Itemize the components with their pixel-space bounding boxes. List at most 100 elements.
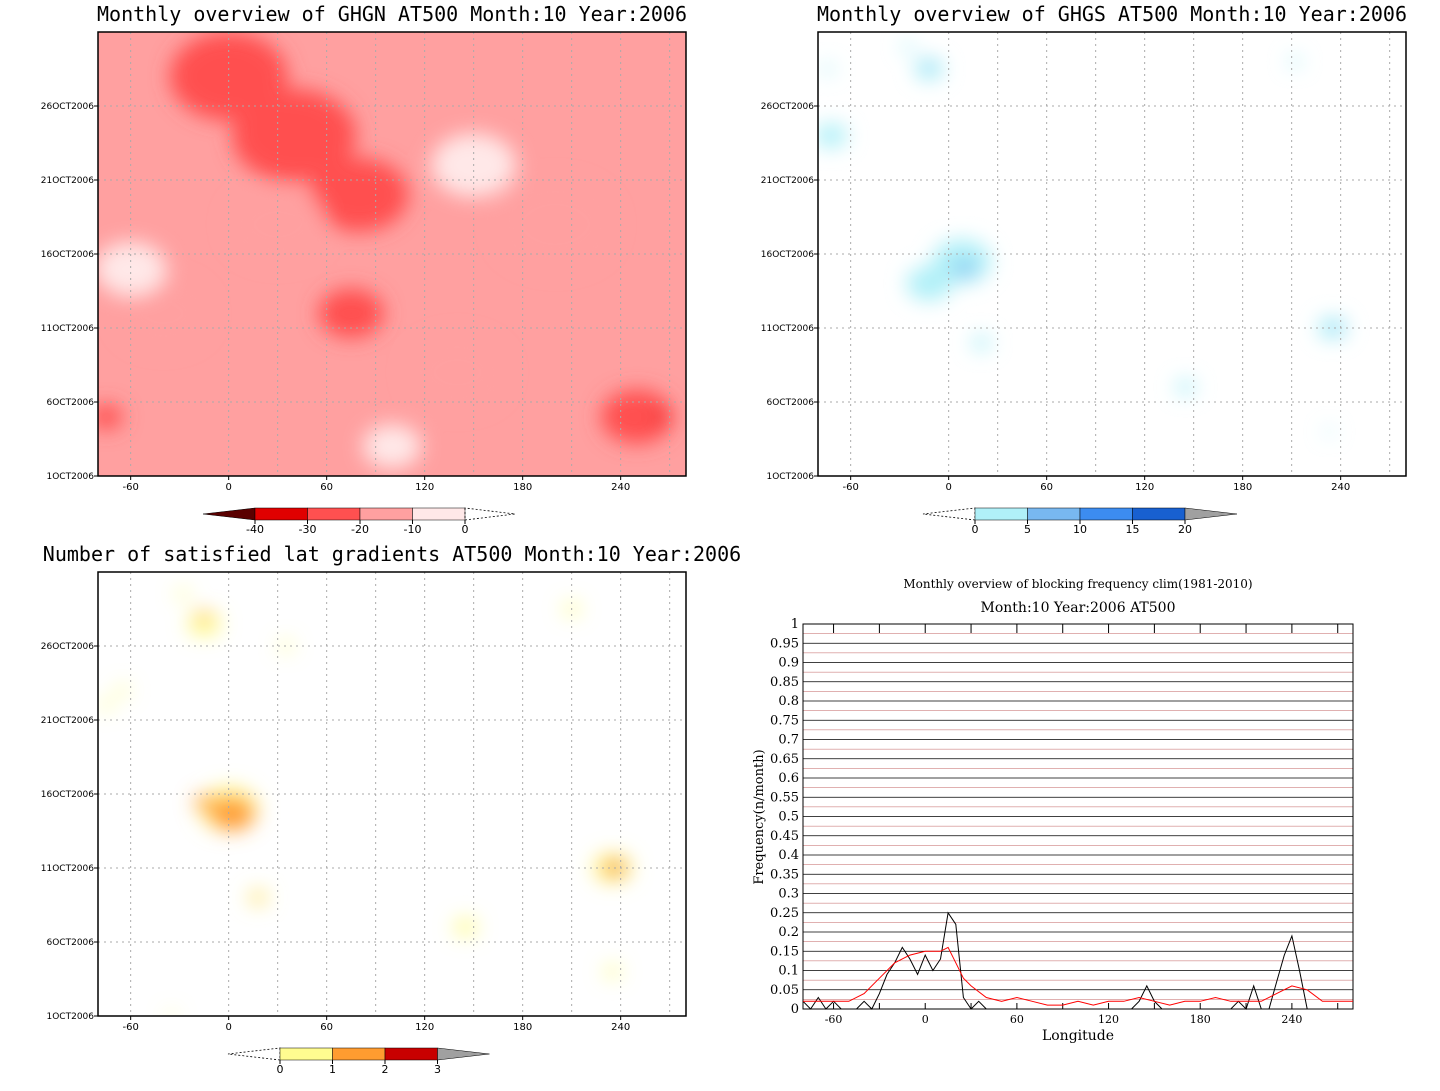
field-blob xyxy=(496,180,615,269)
y-tick-label: 1 xyxy=(791,617,799,632)
x-tick-label: 0 xyxy=(945,482,951,493)
field-blob xyxy=(901,41,915,52)
panel-blocking-grid xyxy=(803,623,1353,1010)
colorbar-label: 2 xyxy=(382,1063,389,1076)
field-blob xyxy=(932,239,992,284)
x-tick-label: 60 xyxy=(1010,1013,1024,1026)
y-tick-label: 1OCT2006 xyxy=(47,472,95,482)
field-blob xyxy=(231,89,357,183)
x-tick-label: 60 xyxy=(1040,482,1053,493)
y-tick-label: 6OCT2006 xyxy=(767,398,815,408)
y-tick-label: 0 xyxy=(791,1002,799,1017)
colorbar-segment xyxy=(384,1047,438,1061)
panel-blocking-lines xyxy=(802,911,1353,1010)
field-blob xyxy=(821,64,835,74)
colorbar-label: -10 xyxy=(404,523,422,536)
field-blob xyxy=(310,158,409,232)
series-line xyxy=(803,946,1353,1006)
x-tick-label: 240 xyxy=(1331,482,1350,493)
x-tick-label: 0 xyxy=(922,1013,929,1026)
panel-lat-gradients-title: Number of satisfied lat gradients AT500 … xyxy=(43,542,741,566)
field-blob xyxy=(115,685,130,696)
colorbar-label: 5 xyxy=(1024,523,1031,536)
y-tick-label: 1OCT2006 xyxy=(47,1012,95,1022)
y-tick-label: 21OCT2006 xyxy=(41,716,94,726)
panel-ghgs-axes: -60 0 60 120 180 240 1OCT2006 6OCT2006 11OCT2006… xyxy=(761,102,1350,493)
colorbar-segment xyxy=(1027,507,1081,521)
field-blob xyxy=(1175,379,1196,395)
y-tick-label: 16OCT2006 xyxy=(761,250,814,260)
colorbar-label: 0 xyxy=(462,523,469,536)
field-blob xyxy=(955,261,975,277)
x-tick-label: 0 xyxy=(225,482,231,493)
panel-blocking-subtitle: Month:10 Year:2006 AT500 xyxy=(981,600,1176,616)
y-tick-label: 26OCT2006 xyxy=(41,642,94,652)
y-tick-label: 11OCT2006 xyxy=(41,864,94,874)
y-tick-label: 0.75 xyxy=(770,713,799,728)
y-tick-label: 21OCT2006 xyxy=(41,176,94,186)
panel-ghgs-grid xyxy=(818,32,1406,477)
field-blob xyxy=(924,62,934,70)
field-blob xyxy=(362,424,422,469)
panel-blocking-ylabel: Frequency(n/month) xyxy=(752,749,767,884)
colorbar-segment xyxy=(412,507,466,521)
field-blob xyxy=(818,123,848,148)
colorbar-label: 10 xyxy=(1073,523,1087,536)
y-tick-label: 0.15 xyxy=(770,944,799,959)
x-tick-label: 60 xyxy=(320,482,333,493)
colorbar-lead-triangle xyxy=(227,1047,281,1061)
y-tick-label: 16OCT2006 xyxy=(41,790,94,800)
x-tick-label: 0 xyxy=(225,1022,231,1033)
y-tick-label: 11OCT2006 xyxy=(41,324,94,334)
y-tick-label: 0.05 xyxy=(770,983,799,998)
x-tick-label: 120 xyxy=(1135,482,1154,493)
colorbar-segment xyxy=(1079,507,1133,521)
panel-blocking-frequency: Monthly overview of blocking frequency c… xyxy=(752,577,1354,1044)
y-tick-label: 6OCT2006 xyxy=(47,938,95,948)
colorbar-label: 20 xyxy=(1178,523,1192,536)
colorbar-trail-triangle xyxy=(437,1047,490,1061)
series-line xyxy=(802,911,1353,1010)
y-tick-label: 26OCT2006 xyxy=(761,102,814,112)
colorbar-segment xyxy=(307,507,361,521)
panel-lat-gradients-field xyxy=(99,589,633,1016)
y-tick-label: 1OCT2006 xyxy=(767,472,815,482)
x-tick-label: 180 xyxy=(513,482,532,493)
colorbar-label: -30 xyxy=(299,523,317,536)
field-blob xyxy=(166,1012,177,1016)
field-blob xyxy=(99,700,113,711)
field-blob xyxy=(253,893,263,902)
colorbar-label: 15 xyxy=(1126,523,1140,536)
y-tick-label: 0.85 xyxy=(770,675,799,690)
field-blob xyxy=(601,389,673,444)
y-tick-label: 11OCT2006 xyxy=(761,324,814,334)
field-blob xyxy=(1288,56,1302,67)
y-tick-label: 6OCT2006 xyxy=(47,398,95,408)
y-tick-label: 0.5 xyxy=(778,810,799,825)
y-tick-label: 0.4 xyxy=(778,848,799,863)
field-blob xyxy=(194,795,214,811)
field-blob xyxy=(98,404,123,430)
x-tick-label: 120 xyxy=(1098,1013,1119,1026)
y-tick-label: 0.45 xyxy=(770,829,799,844)
x-tick-label: 180 xyxy=(513,1022,532,1033)
field-blob xyxy=(612,864,623,872)
colorbar-label: -20 xyxy=(351,523,369,536)
colorbar-segment xyxy=(974,507,1028,521)
x-tick-label: 120 xyxy=(415,1022,434,1033)
y-tick-label: 21OCT2006 xyxy=(761,176,814,186)
x-tick-label: 60 xyxy=(320,1022,333,1033)
y-tick-label: 16OCT2006 xyxy=(41,250,94,260)
colorbar-lead-triangle xyxy=(922,507,976,521)
y-tick-label: 0.1 xyxy=(778,964,799,979)
x-tick-label: 180 xyxy=(1233,482,1252,493)
colorbar-label: -40 xyxy=(246,523,264,536)
y-tick-label: 0.8 xyxy=(778,694,799,709)
x-tick-label: -60 xyxy=(122,482,138,493)
y-tick-label: 0.2 xyxy=(778,925,799,940)
panel-blocking-title: Monthly overview of blocking frequency c… xyxy=(903,577,1252,591)
colorbar-trail-triangle xyxy=(1184,507,1238,521)
y-tick-label: 26OCT2006 xyxy=(41,102,94,112)
panel-lat-gradients-axes: -60 0 60 120 180 240 1OCT2006 6OCT2006 11OCT2006… xyxy=(41,642,630,1033)
